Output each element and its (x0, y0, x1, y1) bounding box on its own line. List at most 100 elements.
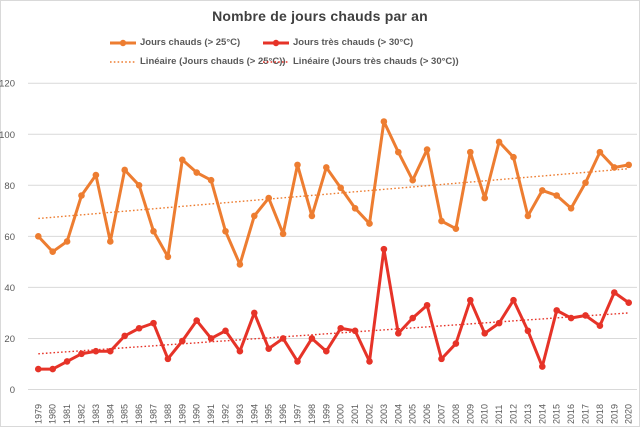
data-point-marker (409, 176, 417, 184)
x-tick-label: 1982 (77, 404, 87, 424)
data-point-marker (553, 192, 560, 199)
data-point-marker (423, 301, 431, 309)
legend-swatch-solid-orange-icon (110, 38, 136, 48)
x-tick-label: 1979 (33, 404, 43, 424)
data-point-marker (179, 156, 186, 164)
data-point-marker (323, 347, 330, 355)
y-tick-label: 20 (4, 334, 15, 345)
data-point-marker (207, 176, 215, 184)
x-tick-label: 2010 (480, 404, 490, 424)
x-tick-label: 1990 (192, 404, 202, 424)
x-tick-label: 1989 (177, 404, 187, 424)
data-point-marker (107, 347, 114, 355)
data-point-marker (366, 220, 373, 227)
x-tick-label: 2017 (581, 404, 591, 424)
legend-item-lineaire-jours-chauds: Linéaire (Jours chauds (> 25°C)) (110, 56, 286, 67)
data-point-marker (279, 230, 287, 238)
x-tick-label: 2004 (393, 404, 403, 424)
x-tick-label: 2016 (566, 404, 576, 424)
x-tick-label: 1981 (62, 404, 72, 424)
x-tick-label: 1987 (149, 404, 159, 424)
data-point-marker (236, 347, 244, 355)
data-point-marker (596, 322, 604, 329)
data-point-marker (135, 324, 143, 332)
x-tick-label: 2014 (537, 404, 547, 424)
data-point-marker (452, 340, 460, 347)
data-point-marker (481, 194, 489, 202)
data-point-marker (121, 332, 128, 340)
x-tick-label: 1995 (264, 404, 274, 424)
x-tick-label: 1986 (134, 404, 144, 424)
legend-item-lineaire-jours-tres-chauds: Linéaire (Jours très chauds (> 30°C)) (263, 56, 459, 67)
data-point-marker (524, 212, 532, 220)
legend-swatch-solid-red-icon (263, 38, 289, 48)
x-tick-label: 1988 (163, 404, 173, 424)
data-point-marker (294, 161, 301, 169)
x-tick-label: 2002 (365, 404, 375, 424)
x-tick-label: 2001 (350, 404, 360, 424)
x-tick-label: 1996 (278, 404, 288, 424)
data-point-marker (567, 314, 575, 322)
data-point-marker (49, 365, 56, 373)
data-point-marker (222, 227, 229, 235)
data-point-marker (222, 327, 229, 335)
data-point-marker (164, 355, 172, 363)
data-point-marker (438, 355, 445, 363)
x-tick-label: 1994 (249, 404, 259, 424)
x-tick-label: 2012 (509, 404, 519, 424)
x-tick-label: 2009 (465, 404, 475, 424)
data-point-marker (337, 184, 345, 192)
data-point-marker (395, 330, 402, 337)
data-point-marker (251, 309, 258, 317)
data-point-marker (107, 238, 114, 245)
data-point-marker (351, 327, 359, 335)
data-point-marker (78, 192, 85, 199)
data-point-marker (596, 148, 604, 156)
legend-label: Linéaire (Jours chauds (> 25°C)) (140, 56, 286, 67)
data-point-marker (207, 335, 215, 342)
x-tick-label: 2015 (552, 404, 562, 424)
data-point-marker (423, 146, 431, 153)
data-point-marker (582, 179, 589, 187)
data-point-marker (438, 217, 445, 225)
data-point-marker (150, 227, 157, 235)
data-point-marker (452, 225, 460, 232)
data-point-marker (279, 335, 287, 342)
x-tick-label: 1991 (206, 404, 216, 424)
x-tick-label: 2020 (624, 404, 634, 424)
x-tick-label: 2000 (336, 404, 346, 424)
x-tick-label: 2006 (422, 404, 432, 424)
legend-item-jours-tres-chauds: Jours très chauds (> 30°C) (263, 37, 413, 48)
x-tick-label: 2007 (437, 404, 447, 424)
chart-title: Nombre de jours chauds par an (212, 8, 428, 24)
series-line-jours-tres-chauds (36, 247, 631, 371)
data-point-marker (625, 161, 632, 169)
x-tick-label: 1998 (307, 404, 317, 424)
data-point-marker (150, 319, 157, 327)
x-tick-label: 2005 (408, 404, 418, 424)
y-tick-label: 0 (10, 385, 15, 396)
data-point-marker (35, 365, 42, 373)
y-tick-label: 120 (0, 79, 15, 90)
data-point-marker (63, 238, 71, 245)
y-tick-label: 40 (4, 283, 15, 294)
x-tick-label: 1993 (235, 404, 245, 424)
y-tick-label: 100 (0, 130, 15, 141)
legend-swatch-dotted-orange-icon (110, 57, 136, 67)
data-point-marker (121, 166, 128, 174)
data-point-marker (193, 169, 200, 176)
data-point-marker (308, 212, 316, 220)
x-tick-label: 2003 (379, 404, 389, 424)
x-tick-label: 1985 (120, 404, 130, 424)
data-point-marker (553, 307, 560, 314)
legend-label: Linéaire (Jours très chauds (> 30°C)) (293, 56, 459, 67)
data-point-marker (92, 171, 100, 179)
data-point-marker (495, 319, 503, 327)
data-point-marker (611, 164, 618, 171)
legend-label: Jours très chauds (> 30°C) (293, 37, 414, 48)
data-point-marker (193, 317, 200, 324)
data-point-marker (539, 363, 546, 370)
x-tick-label: 1997 (293, 404, 303, 424)
data-point-marker (135, 182, 143, 189)
data-point-marker (366, 358, 373, 365)
